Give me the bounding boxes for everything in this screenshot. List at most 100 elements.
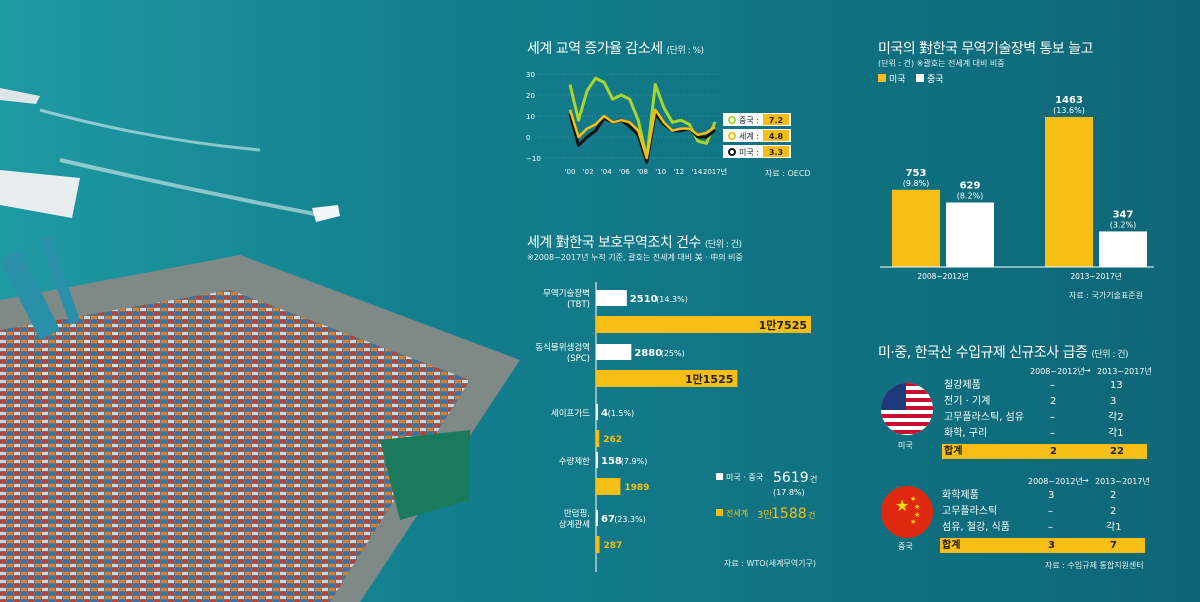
category-label: 반덤핑, <box>564 508 590 519</box>
table-source: 자료 : 수입규제 통합지원센터 <box>1045 561 1144 570</box>
legend-label: 전세계 <box>726 508 748 518</box>
us-flag-icon <box>881 383 933 435</box>
x-tick-label: '06 <box>619 168 630 176</box>
bar-value-label: 347 <box>1113 209 1134 220</box>
series-value-box <box>763 146 789 157</box>
line-chart-title: 세계 교역 증가율 감소세 (단위 : %) <box>527 41 704 57</box>
bar-us-china-label: 67 <box>601 514 615 525</box>
svg-text:★: ★ <box>910 518 916 526</box>
bar-value-label: 1463 <box>1055 95 1083 106</box>
bar-us-china <box>596 452 598 468</box>
series-value-label: 4.8 <box>769 132 784 141</box>
us-total-row: 합계 2 22 <box>942 444 1147 459</box>
bar-중국 <box>1099 231 1147 267</box>
series-value-label: 7.2 <box>769 116 783 125</box>
y-tick-label: 30 <box>526 71 535 79</box>
legend-swatch-us-china <box>716 473 723 480</box>
cn-col-head-2: 2013~2017년 <box>1095 477 1150 486</box>
hbar-chart-title: 세계 對한국 보호무역조치 건수 (단위 : 건) <box>527 235 742 251</box>
svg-text:★: ★ <box>914 511 920 519</box>
category-label: 수량제한 <box>559 456 590 467</box>
us-row: 화학, 구리 – 각1 <box>944 428 1124 439</box>
y-tick-label: 20 <box>526 92 535 100</box>
legend-unit: 건 <box>808 510 815 520</box>
legend-marker <box>728 132 736 140</box>
bar-share-label: (25%) <box>661 349 685 358</box>
china-flag-icon: ★ ★ ★ ★ ★ <box>881 486 933 538</box>
bar-world-label: 1만1525 <box>685 372 733 386</box>
category-label: 세이프가드 <box>551 408 590 419</box>
bar-world-label: 287 <box>604 541 623 551</box>
vbar-chart-source: 자료 : 국가기술표준원 <box>1069 291 1144 300</box>
bar-share-label: (7.9%) <box>621 457 648 466</box>
bar-us-china-label: 2510 <box>630 294 658 305</box>
bar-us-china <box>596 510 598 526</box>
us-row: 고무플라스틱, 섬유 – 각2 <box>944 412 1124 423</box>
legend-swatch-us <box>878 74 886 82</box>
y-tick-label: −10 <box>526 155 541 163</box>
trade-growth-line-chart: 30 20 10 0 −10 '00 '02 '04 '06 '08 '10 '12 '14 2017년 중… <box>526 71 791 176</box>
legend-swatch-world <box>716 509 723 516</box>
protection-measures-bar-chart: 무역기술장벽(TBT) 2510(14.3%) 1만7525 동식물위생검역(SPC)… <box>535 282 817 572</box>
y-tick-label: 0 <box>526 134 530 142</box>
x-tick-label: '08 <box>637 168 648 176</box>
x-tick-label: 2017년 <box>703 167 727 176</box>
x-tick-label: '02 <box>583 168 594 176</box>
us-row: 전기 · 기계 2 3 <box>944 396 1117 407</box>
bar-us-china <box>596 404 598 420</box>
bar-us-china <box>596 290 627 306</box>
category-label: 동식물위생검역 <box>535 342 590 353</box>
hbar-chart-source: 자료 : WTO(세계무역기구) <box>724 559 816 568</box>
us-col-head-2: 2013~2017년 <box>1097 367 1152 376</box>
bar-value-label: 629 <box>960 181 981 192</box>
bar-world <box>596 478 621 495</box>
cn-row: 섬유, 철강, 식품 – 각1 <box>942 522 1122 533</box>
y-tick-label: 10 <box>526 113 535 121</box>
arrow-icon: → <box>1084 366 1091 375</box>
bar-us-china-label: 158 <box>601 456 622 467</box>
cn-row: 화학제품 3 2 <box>942 490 1117 501</box>
legend-marker <box>728 116 736 124</box>
bar-us-china-label: 2880 <box>634 348 662 359</box>
bar-share-label: (14.3%) <box>656 295 688 304</box>
category-label: 무역기술장벽 <box>543 288 590 299</box>
bar-share-label: (1.5%) <box>608 409 635 418</box>
legend-swatch-china <box>916 74 924 82</box>
legend-marker <box>728 148 736 156</box>
bar-world-label: 1만7525 <box>759 318 807 332</box>
series-value-box <box>763 130 789 141</box>
bar-world <box>596 316 811 333</box>
legend-value: 1588 <box>771 506 807 522</box>
table-title: 미·중, 한국산 수입규제 신규조사 급증 (단위 : 건) <box>878 345 1129 361</box>
legend-label: 중국 <box>927 74 944 85</box>
x-tick-label: '10 <box>655 168 666 176</box>
cn-col-head-1: 2008~2012년 <box>1028 477 1083 486</box>
bar-world-label: 1989 <box>624 483 649 493</box>
bar-미국 <box>1045 117 1093 267</box>
bar-미국 <box>892 189 940 267</box>
us-row: 철강제품 –13 <box>944 380 1123 391</box>
svg-text:★: ★ <box>914 503 920 511</box>
bar-share-label: (8.2%) <box>957 192 984 201</box>
cn-total-row: 합계 3 7 <box>940 538 1145 553</box>
vbar-chart-title: 미국의 對한국 무역기술장벽 통보 늘고 <box>878 41 1094 57</box>
bar-value-label: 753 <box>906 168 927 179</box>
svg-text:★: ★ <box>895 496 909 515</box>
bar-share-label: (23.3%) <box>614 515 646 524</box>
legend-unit: 건 <box>810 474 817 484</box>
arrow-icon: → <box>1082 476 1089 485</box>
category-label: (SPC) <box>567 354 590 364</box>
category-label: 상계관세 <box>559 519 590 530</box>
legend-label: 미국 <box>889 74 906 85</box>
x-tick-label: '12 <box>673 168 684 176</box>
cn-row: 고무플라스틱 –2 <box>942 506 1117 517</box>
legend-value-prefix: 3만 <box>757 509 773 521</box>
tbt-notification-bar-chart: 미국 중국 753(9.8%) 629(8.2%) 2008~2012년 1463(13.… <box>878 74 1154 281</box>
legend-label: 미국 · 중국 <box>726 473 763 482</box>
bar-us-china <box>596 344 632 360</box>
x-category-label: 2008~2012년 <box>917 271 968 281</box>
legend-value: 5619 <box>773 470 809 486</box>
series-line-세계 <box>568 108 716 160</box>
bar-world <box>596 370 738 387</box>
